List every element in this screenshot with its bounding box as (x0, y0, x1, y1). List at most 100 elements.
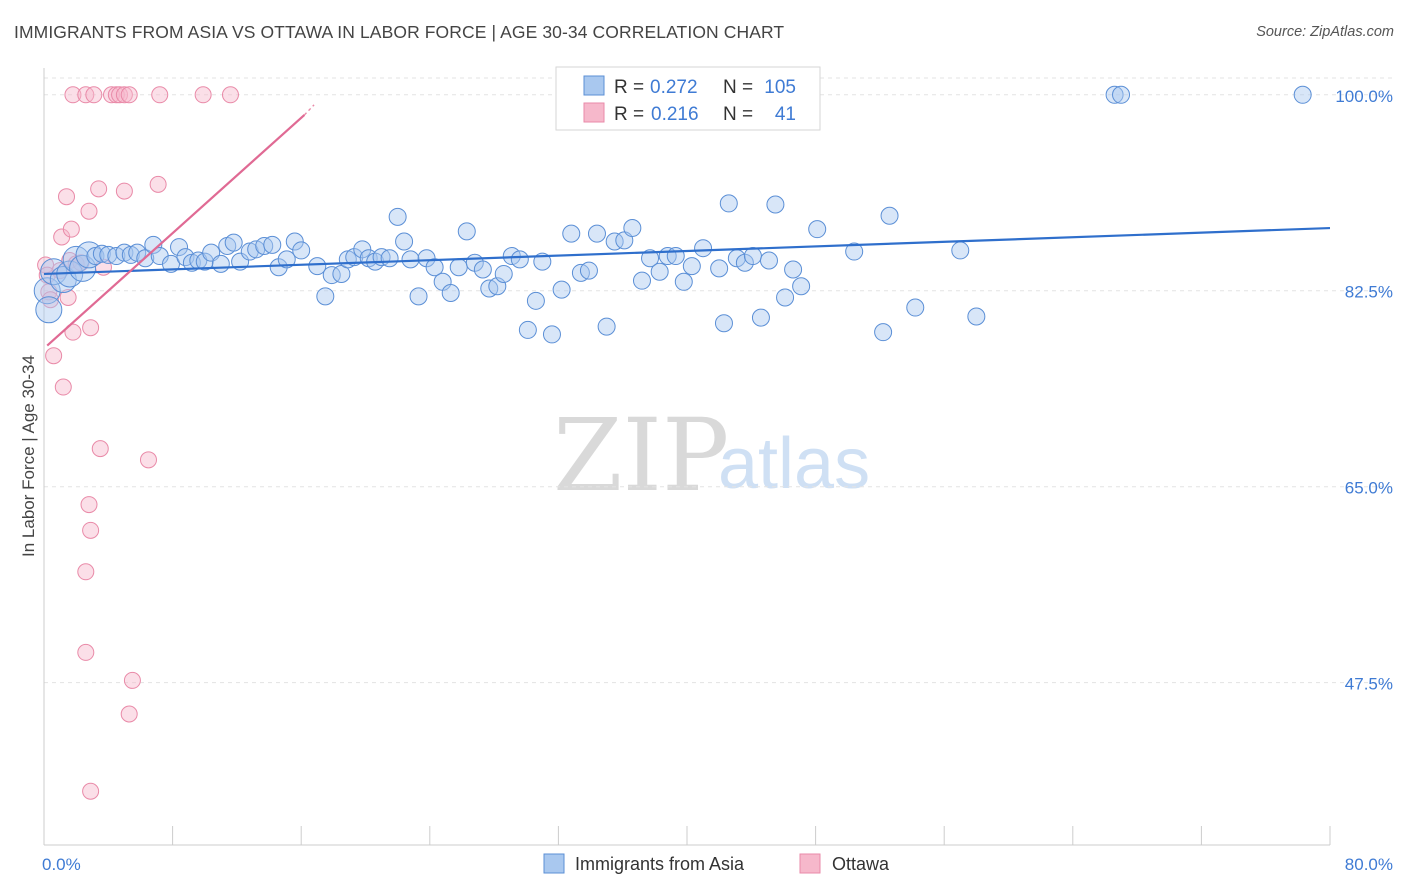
gridlines (44, 77, 1393, 684)
ottawa-point-34 (120, 705, 138, 723)
asia-point-78 (632, 271, 651, 290)
asia-point-91 (743, 247, 762, 266)
ottawa-point-37 (151, 86, 169, 104)
asia-point-53 (425, 258, 444, 277)
asia-point-77 (623, 219, 642, 238)
asia-point-102 (906, 298, 925, 317)
ottawa-point-35 (139, 451, 157, 469)
asia-point-9 (92, 244, 111, 263)
asia-point-98 (808, 220, 827, 239)
asia-point-64 (510, 250, 529, 269)
asia-point-106 (1112, 85, 1131, 104)
y-tick-label-3: 47.5% (1345, 675, 1393, 694)
asia-point-88 (719, 194, 738, 213)
asia-point-69 (552, 280, 571, 299)
watermark: ZIP atlas (553, 397, 870, 514)
asia-point-101 (880, 206, 899, 225)
trend-lines (43, 104, 1331, 347)
ottawa-point-29 (111, 86, 129, 104)
trend-line-ottawa-extension (303, 104, 315, 116)
asia-point-79 (641, 249, 660, 268)
ottawa-point-22 (82, 319, 100, 337)
x-tick-label-0: 0.0% (42, 855, 81, 874)
legend-r-value-1: 0.272 (650, 77, 698, 98)
asia-point-50 (401, 250, 420, 269)
asia-point-85 (694, 239, 713, 258)
asia-point-39 (322, 266, 341, 285)
asia-point-47 (380, 249, 399, 268)
asia-point-49 (395, 232, 414, 251)
y-tick-label-0: 100.0% (1335, 87, 1393, 106)
ottawa-point-19 (77, 563, 95, 581)
x-tick-label-1: 80.0% (1345, 855, 1393, 874)
asia-point-35 (285, 232, 304, 251)
asia-point-87 (714, 314, 733, 333)
correlation-legend: R = 0.272 N = 105 R = 0.216 N = 41 (555, 66, 821, 131)
ottawa-point-39 (221, 86, 239, 104)
asia-point-72 (579, 261, 598, 280)
ottawa-point-23 (85, 86, 103, 104)
watermark-zip: ZIP (553, 397, 729, 514)
ottawa-point-38 (194, 86, 212, 104)
y-tick-labels: 100.0% 82.5% 65.0% 47.5% (1335, 87, 1393, 694)
asia-point-32 (263, 235, 282, 254)
ottawa-point-33 (123, 671, 141, 689)
trend-line-ottawa (46, 114, 306, 347)
ottawa-point-21 (82, 521, 100, 539)
legend-swatch-blue (583, 75, 605, 96)
ottawa-point-18 (80, 496, 98, 514)
legend-label-immigrants: Immigrants from Asia (575, 854, 745, 874)
asia-point-43 (353, 240, 372, 259)
y-tick-label-1: 82.5% (1345, 283, 1393, 302)
asia-point-96 (784, 260, 803, 279)
legend-swatch-ottawa (799, 853, 821, 874)
asia-point-83 (674, 272, 693, 291)
asia-point-74 (597, 317, 616, 336)
legend-n-value-2: 41 (775, 104, 796, 125)
asia-point-25 (211, 254, 230, 273)
y-tick-label-2: 65.0% (1345, 479, 1393, 498)
ottawa-point-24 (90, 180, 108, 198)
x-tick-labels: 0.0% 80.0% (42, 855, 1393, 874)
legend-r-value-2: 0.216 (651, 104, 699, 125)
source-credit: Source: ZipAtlas.com (1256, 24, 1394, 40)
asia-point-103 (951, 241, 970, 260)
series-legend: Immigrants from Asia Ottawa (543, 853, 890, 874)
ottawa-point-11 (62, 220, 80, 238)
legend-swatch-pink (583, 102, 605, 123)
ottawa-point-12 (64, 323, 82, 341)
ottawa-point-4 (45, 347, 63, 365)
asia-point-92 (751, 308, 770, 327)
legend-label-ottawa: Ottawa (832, 854, 890, 874)
asia-point-93 (759, 251, 778, 270)
asia-point-107 (1293, 85, 1312, 104)
legend-n-label-1: N = (723, 77, 753, 98)
asia-point-105 (1105, 85, 1124, 104)
ottawa-point-32 (120, 86, 138, 104)
asia-point-99 (845, 242, 864, 261)
ottawa-point-7 (54, 378, 72, 396)
watermark-atlas: atlas (718, 424, 870, 504)
trend-line-immigrants (43, 226, 1331, 276)
ottawa-point-25 (91, 440, 109, 458)
asia-point-100 (874, 323, 893, 342)
ottawa-point-8 (58, 188, 76, 206)
asia-point-70 (562, 224, 581, 243)
asia-point-73 (587, 224, 606, 243)
asia-point-97 (792, 277, 811, 296)
legend-r-label-1: R = (614, 77, 644, 98)
ottawa-point-36 (149, 175, 167, 193)
asia-point-1 (35, 296, 63, 324)
asia-point-86 (710, 259, 729, 278)
asia-point-37 (308, 257, 327, 276)
legend-r-label-2: R = (614, 104, 644, 125)
ottawa-point-9 (59, 288, 77, 306)
ottawa-point-30 (115, 182, 133, 200)
asia-point-48 (388, 207, 407, 226)
asia-point-84 (682, 257, 701, 276)
asia-point-19 (170, 238, 189, 257)
ottawa-point-31 (115, 86, 133, 104)
y-axis-label: In Labor Force | Age 30-34 (19, 355, 38, 557)
asia-point-23 (195, 252, 214, 271)
